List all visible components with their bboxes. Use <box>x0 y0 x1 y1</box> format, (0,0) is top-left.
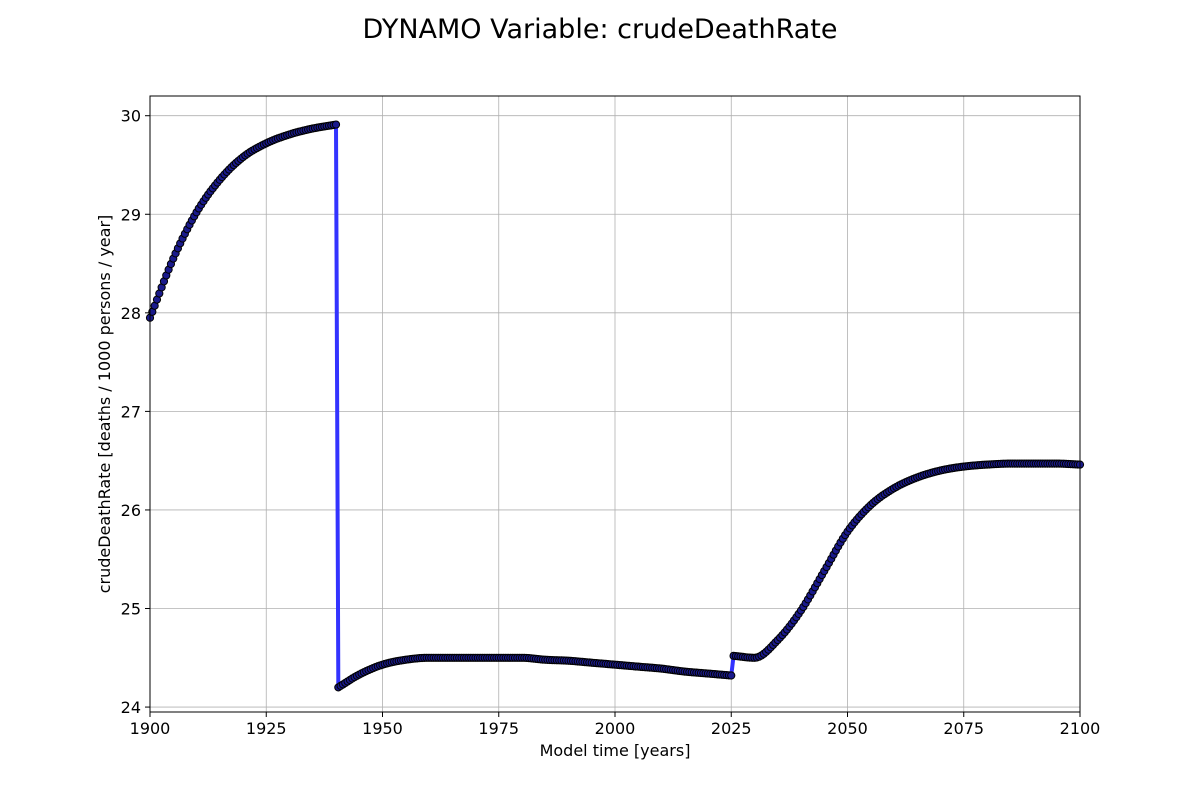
y-tick-label-0: 24 <box>121 698 141 717</box>
x-tick-label-2: 1950 <box>362 719 403 738</box>
ticks: 1900 1925 1950 1975 2000 2025 2050 2075 2100 24 25… <box>121 107 1101 738</box>
x-tick-label-1: 1925 <box>246 719 287 738</box>
x-tick-label-8: 2100 <box>1060 719 1101 738</box>
x-tick-label-5: 2025 <box>711 719 752 738</box>
x-tick-label-4: 2000 <box>595 719 636 738</box>
y-tick-label-6: 30 <box>121 107 141 126</box>
x-axis-label: Model time [years] <box>540 741 691 760</box>
chart-title: DYNAMO Variable: crudeDeathRate <box>363 14 838 45</box>
data-point-80 <box>331 120 341 129</box>
y-tick-label-4: 28 <box>121 304 141 323</box>
series-layer <box>145 120 1085 692</box>
grid <box>149 96 1081 712</box>
y-tick-label-1: 25 <box>121 600 141 619</box>
series-markers-0 <box>145 120 1085 692</box>
x-tick-label-3: 1975 <box>478 719 519 738</box>
x-tick-label-0: 1900 <box>130 719 171 738</box>
x-tick-label-7: 2075 <box>943 719 984 738</box>
y-axis-label: crudeDeathRate [deaths / 1000 persons / … <box>95 215 114 594</box>
y-tick-label-2: 26 <box>121 501 141 520</box>
x-tick-label-6: 2050 <box>827 719 868 738</box>
y-tick-label-3: 27 <box>121 402 141 421</box>
y-tick-label-5: 29 <box>121 205 141 224</box>
data-point-250 <box>727 671 736 680</box>
